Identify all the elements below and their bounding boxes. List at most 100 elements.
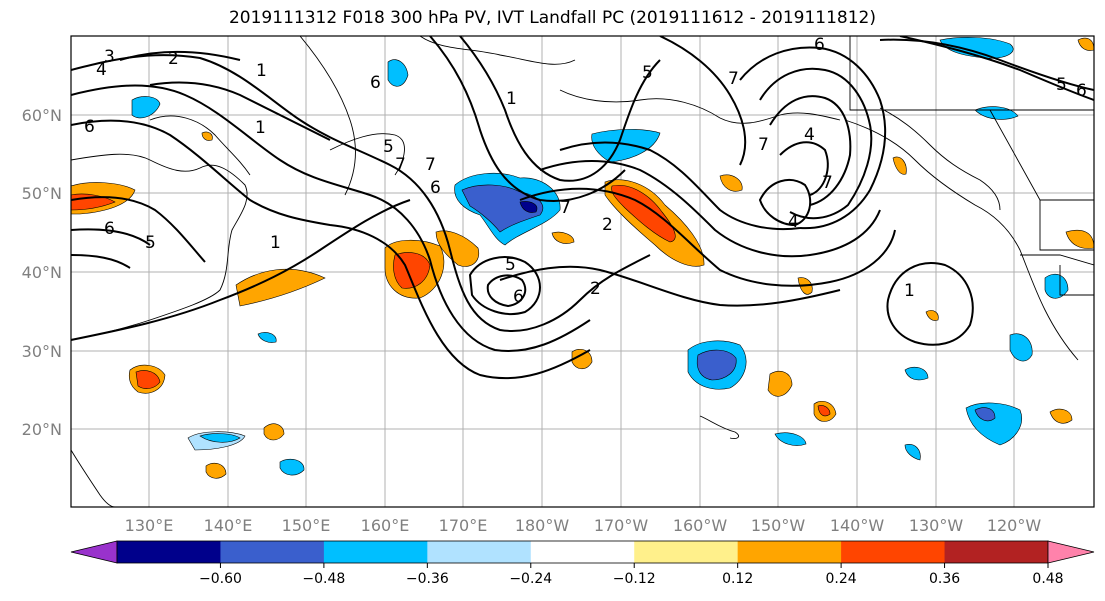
shade-orange-s1 xyxy=(767,371,793,397)
shade-blue-sm2 xyxy=(774,432,807,446)
lon-label: 150°E xyxy=(282,516,331,535)
shade-orange-s5 xyxy=(551,231,575,244)
contour-label: 2 xyxy=(168,49,179,69)
contour-label: 6 xyxy=(513,287,524,307)
shade-orange-s12 xyxy=(892,156,907,175)
shade-blue-baja xyxy=(1009,333,1033,362)
contour-label: 4 xyxy=(804,125,815,145)
contour-label: 3 xyxy=(104,47,115,67)
contour-label: 7 xyxy=(728,69,739,89)
colorbar-segment xyxy=(220,541,325,563)
contour-label: 7 xyxy=(560,198,571,218)
contour-label: 4 xyxy=(788,212,799,232)
lat-label: 40°N xyxy=(22,263,62,282)
contour-label: 1 xyxy=(255,118,266,138)
lon-label: 180°W xyxy=(515,516,570,535)
contour-label: 7 xyxy=(425,155,436,175)
longitude-labels: 130°E 140°E 150°E 160°E 170°E 180°W 170°… xyxy=(125,516,1042,535)
colorbar: −0.60 −0.48 −0.36 −0.24 −0.12 0.12 0.24 0.36 0.4… xyxy=(70,540,1095,587)
contour-label: 6 xyxy=(1076,81,1087,101)
colorbar-tick-label: −0.12 xyxy=(613,571,656,587)
shade-blue-mid xyxy=(279,458,305,476)
contour-label: 2 xyxy=(602,215,613,235)
shade-orange-s4 xyxy=(719,174,743,192)
colorbar-tick-label: 0.36 xyxy=(929,571,960,587)
shade-blue-kam2 xyxy=(387,59,409,87)
shade-orange-s10 xyxy=(205,462,227,479)
colorbar-extend-low xyxy=(70,540,118,564)
shade-orange-s3 xyxy=(571,349,593,370)
lon-label: 130°E xyxy=(125,516,174,535)
contour-label: 1 xyxy=(256,61,267,81)
shade-blue-north xyxy=(939,37,1014,59)
shade-red-s2 xyxy=(817,405,831,417)
contour-label: 1 xyxy=(904,281,915,301)
contour-label: 2 xyxy=(590,279,601,299)
contour-label: 6 xyxy=(84,117,95,137)
shade-orange-s8 xyxy=(1049,408,1073,424)
shade-red-aleut xyxy=(611,184,676,243)
shade-blue-sm3 xyxy=(904,444,921,461)
lat-label: 50°N xyxy=(22,184,62,203)
lon-label: 170°E xyxy=(439,516,488,535)
colorbar-segment xyxy=(323,541,428,563)
contour-label: 7 xyxy=(758,135,769,155)
contour-label: 5 xyxy=(642,63,653,83)
shade-blue-ca xyxy=(1044,274,1069,299)
shade-orange-s9 xyxy=(263,423,285,441)
ivt-shading xyxy=(71,37,1094,479)
map-frame xyxy=(70,35,1095,508)
colorbar-segment xyxy=(117,541,221,563)
coastlines xyxy=(71,36,1094,507)
shade-navy-kamchatka xyxy=(519,201,538,213)
contour-label: 5 xyxy=(145,233,156,253)
lat-label: 60°N xyxy=(22,106,62,125)
contour-label: 6 xyxy=(814,35,825,55)
contour-label: 1 xyxy=(506,89,517,109)
lon-label: 170°W xyxy=(594,516,649,535)
contour-label: 1 xyxy=(270,233,281,253)
contour-label: 6 xyxy=(370,73,381,93)
shade-darkblue-east xyxy=(974,407,996,422)
contour-label: 5 xyxy=(383,137,394,157)
colorbar-tick-label: −0.60 xyxy=(199,571,242,587)
lon-label: 130°W xyxy=(909,516,964,535)
colorbar-segment xyxy=(944,541,1049,563)
contour-labels: 3 4 2 1 6 6 5 1 5 7 6 7 5 6 1 2 7 2 6 5 … xyxy=(84,35,1087,307)
lon-label: 140°W xyxy=(830,516,885,535)
lon-label: 140°E xyxy=(204,516,253,535)
colorbar-segment xyxy=(530,541,635,563)
shade-red-wpac xyxy=(135,370,161,389)
contour-label: 4 xyxy=(96,60,107,80)
shade-yellow-s14 xyxy=(201,131,213,141)
colorbar-segment xyxy=(634,541,739,563)
colorbar-tick-label: −0.24 xyxy=(509,571,552,587)
lon-label: 160°W xyxy=(673,516,728,535)
shade-darkblue-kamchatka xyxy=(461,184,544,233)
colorbar-tick-label: 0.12 xyxy=(722,571,753,587)
contour-label: 7 xyxy=(822,173,833,193)
colorbar-segment xyxy=(841,541,946,563)
map-title: 2019111312 F018 300 hPa PV, IVT Landfall… xyxy=(228,8,876,28)
colorbar-tick-label: −0.48 xyxy=(302,571,345,587)
shade-orange-s11 xyxy=(1077,37,1094,51)
colorbar-segment xyxy=(427,541,532,563)
contour-label: 5 xyxy=(505,255,516,275)
shade-darkblue-hawaii-n xyxy=(696,349,737,381)
latitude-labels: 60°N 50°N 40°N 30°N 20°N xyxy=(22,106,62,439)
pv-contours xyxy=(71,36,1094,380)
colorbar-tick-label: 0.24 xyxy=(826,571,857,587)
contour-label: 7 xyxy=(395,155,406,175)
shade-orange-asia xyxy=(235,268,326,307)
shade-blue-west2 xyxy=(199,433,241,443)
colorbar-extend-high xyxy=(1047,540,1095,564)
gridlines xyxy=(71,36,1094,507)
lat-label: 20°N xyxy=(22,420,62,439)
shade-blue-sm1 xyxy=(904,366,929,381)
shade-blue-aleut xyxy=(591,129,661,163)
lat-label: 30°N xyxy=(22,342,62,361)
shade-blue-okhotsk xyxy=(131,96,161,119)
lon-label: 160°E xyxy=(361,516,410,535)
colorbar-tick-label: −0.36 xyxy=(406,571,449,587)
